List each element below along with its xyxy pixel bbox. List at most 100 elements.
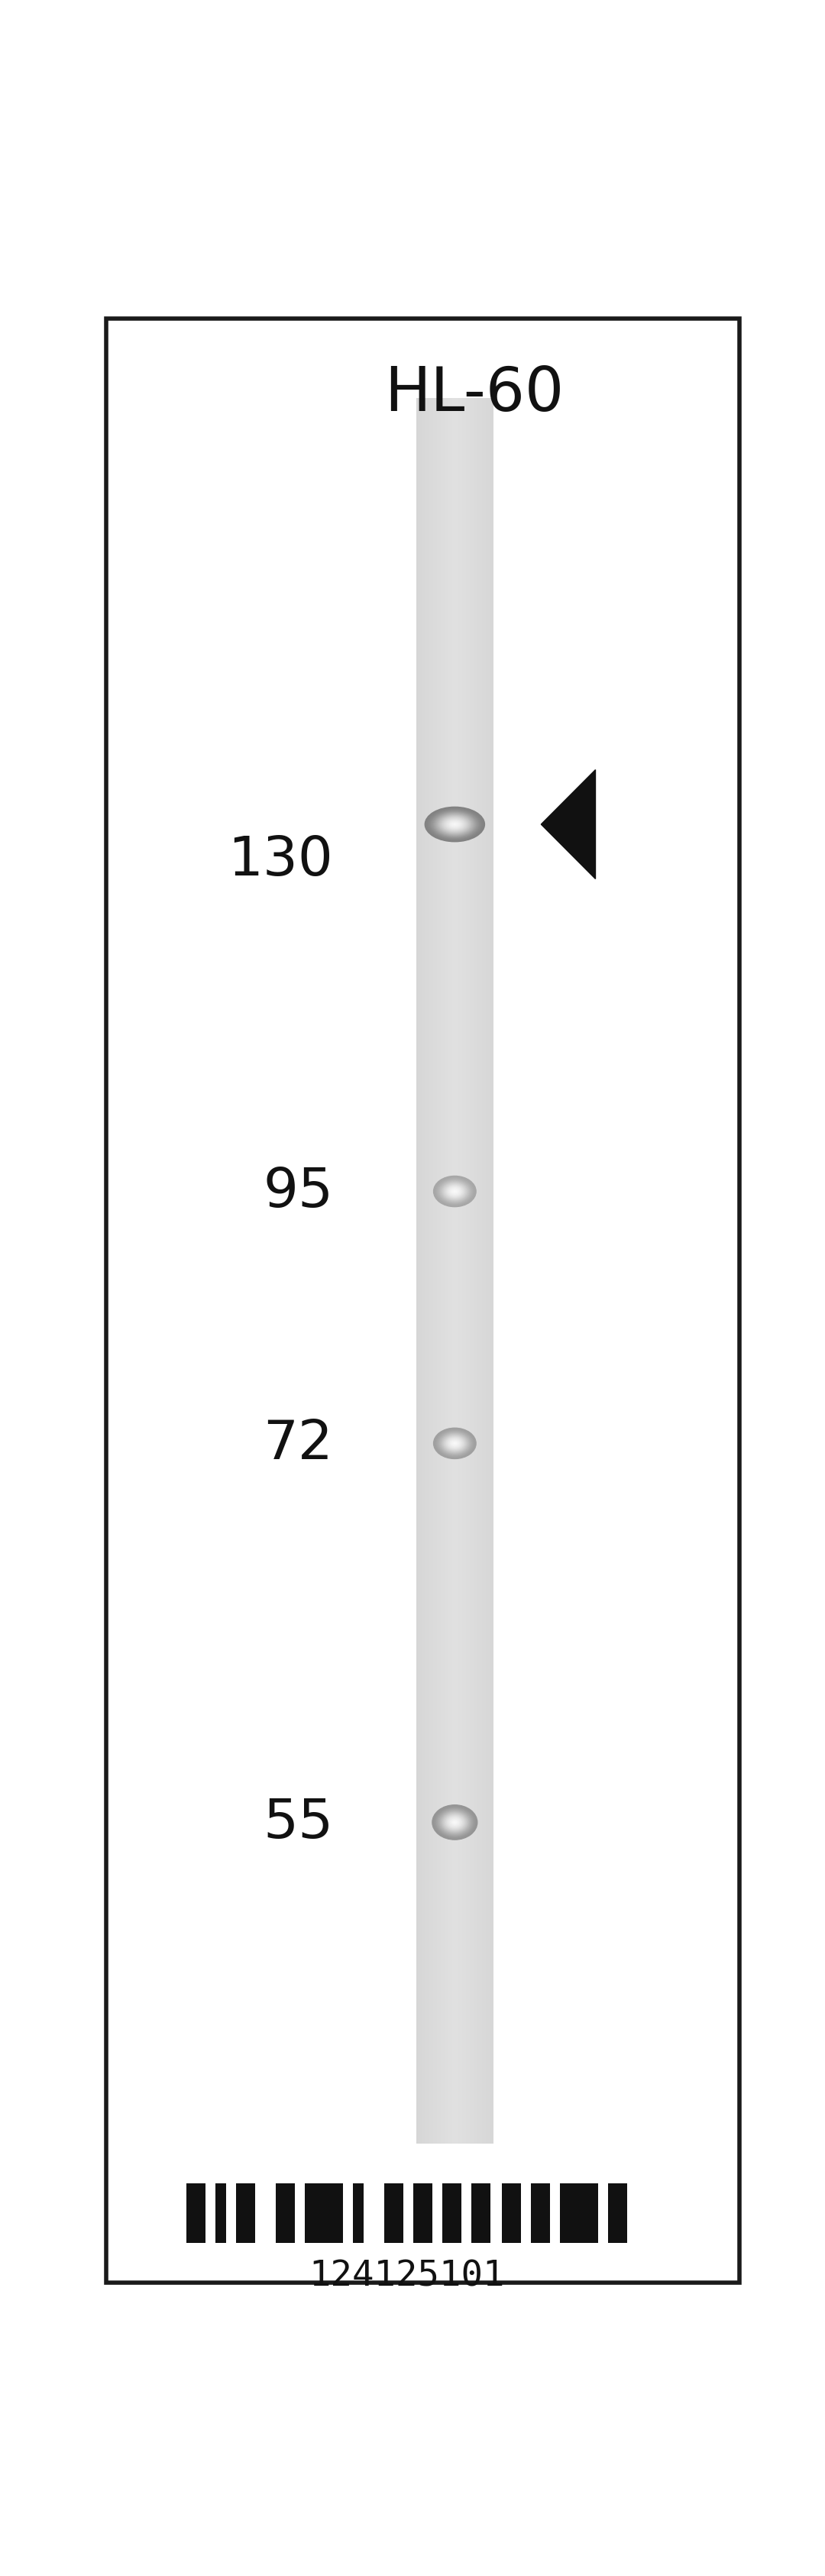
Bar (468, 399, 469, 2143)
Bar (417, 399, 419, 2143)
Ellipse shape (441, 817, 469, 832)
Ellipse shape (443, 819, 466, 832)
Ellipse shape (425, 806, 484, 842)
Ellipse shape (437, 1180, 473, 1206)
Bar (437, 399, 438, 2143)
Ellipse shape (431, 811, 478, 840)
Bar (443, 399, 445, 2143)
Ellipse shape (446, 1437, 464, 1450)
Bar (478, 399, 479, 2143)
Bar (434, 399, 436, 2143)
Ellipse shape (433, 811, 476, 837)
Bar (469, 399, 470, 2143)
Bar (324, 2184, 343, 2244)
Bar (559, 2184, 579, 2244)
Ellipse shape (435, 1430, 475, 1458)
Ellipse shape (449, 1819, 460, 1826)
Ellipse shape (443, 1814, 466, 1832)
Bar (215, 2184, 226, 2244)
Text: 95: 95 (263, 1164, 333, 1218)
Bar (445, 399, 446, 2143)
Ellipse shape (450, 1188, 460, 1195)
Ellipse shape (443, 1814, 467, 1832)
Bar (304, 2184, 324, 2244)
Bar (436, 399, 437, 2143)
Bar (473, 399, 474, 2143)
Ellipse shape (437, 1808, 472, 1837)
Ellipse shape (441, 1432, 469, 1453)
Ellipse shape (436, 1430, 474, 1458)
Bar (440, 399, 441, 2143)
Bar (463, 399, 464, 2143)
Ellipse shape (451, 1190, 459, 1195)
Ellipse shape (441, 1811, 469, 1834)
Ellipse shape (434, 814, 475, 837)
Bar (579, 2184, 598, 2244)
Bar (484, 399, 485, 2143)
Ellipse shape (446, 819, 464, 829)
Ellipse shape (440, 1432, 469, 1455)
Ellipse shape (434, 1177, 476, 1208)
Bar (442, 399, 443, 2143)
Ellipse shape (439, 1180, 470, 1203)
Ellipse shape (427, 809, 482, 840)
Ellipse shape (438, 814, 471, 835)
Ellipse shape (445, 1185, 464, 1198)
Bar (422, 399, 423, 2143)
Ellipse shape (443, 1182, 467, 1200)
Bar (491, 399, 492, 2143)
Ellipse shape (433, 1427, 477, 1461)
Ellipse shape (444, 1814, 466, 1832)
Ellipse shape (424, 806, 485, 842)
Ellipse shape (440, 1180, 470, 1203)
Ellipse shape (448, 1816, 462, 1829)
Bar (459, 399, 460, 2143)
Ellipse shape (452, 824, 457, 827)
Ellipse shape (437, 1808, 473, 1837)
Ellipse shape (447, 819, 462, 829)
Bar (502, 2184, 521, 2244)
Ellipse shape (436, 1177, 474, 1206)
Bar (479, 399, 480, 2143)
Ellipse shape (449, 822, 461, 829)
Ellipse shape (435, 1177, 475, 1206)
Ellipse shape (449, 1440, 460, 1448)
Ellipse shape (450, 1819, 460, 1826)
Ellipse shape (450, 1440, 460, 1448)
Ellipse shape (440, 817, 470, 835)
Ellipse shape (441, 1435, 468, 1453)
Ellipse shape (437, 1180, 472, 1206)
Ellipse shape (441, 1811, 469, 1834)
Bar (276, 2184, 295, 2244)
Text: 124125101: 124125101 (309, 2259, 505, 2293)
Ellipse shape (448, 1188, 461, 1195)
Ellipse shape (446, 1185, 464, 1198)
Bar (477, 399, 478, 2143)
Ellipse shape (431, 1806, 478, 1839)
Ellipse shape (437, 1430, 473, 1458)
Bar (474, 399, 475, 2143)
Ellipse shape (430, 809, 480, 840)
Ellipse shape (448, 1437, 462, 1448)
Ellipse shape (445, 1814, 465, 1832)
Bar (427, 399, 428, 2143)
Ellipse shape (442, 1814, 468, 1832)
Bar (446, 399, 447, 2143)
Bar (433, 399, 434, 2143)
Bar (489, 399, 491, 2143)
Ellipse shape (448, 1188, 462, 1198)
Ellipse shape (447, 1185, 462, 1198)
Ellipse shape (451, 1190, 458, 1195)
Ellipse shape (441, 1182, 469, 1203)
Bar (460, 399, 461, 2143)
Ellipse shape (451, 1443, 458, 1445)
Ellipse shape (453, 1190, 457, 1193)
Bar (475, 399, 477, 2143)
Ellipse shape (436, 1177, 474, 1206)
Ellipse shape (442, 1182, 467, 1200)
Text: 72: 72 (263, 1417, 333, 1471)
Bar (471, 399, 473, 2143)
Ellipse shape (446, 1816, 464, 1829)
Bar (431, 399, 433, 2143)
Bar (464, 399, 465, 2143)
